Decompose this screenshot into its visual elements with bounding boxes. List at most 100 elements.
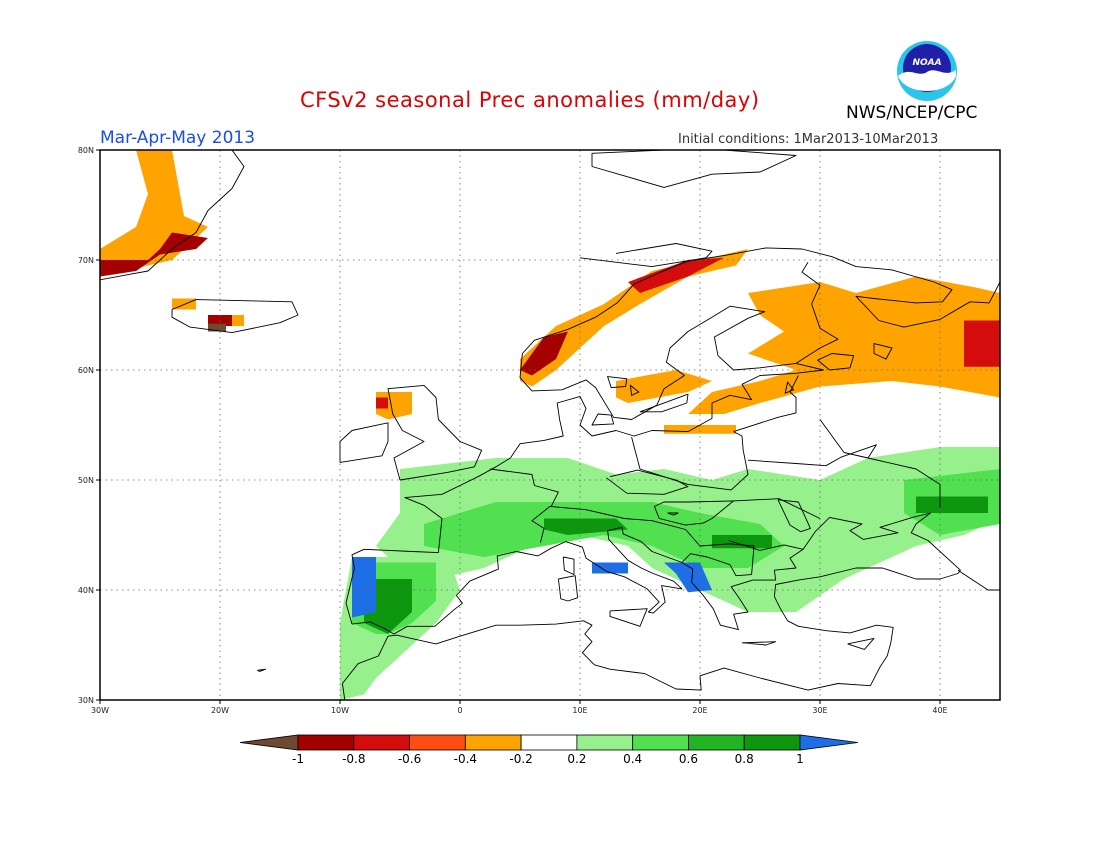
lon-tick-label: 0 — [457, 706, 462, 715]
coastline-9 — [609, 608, 648, 627]
colorbar-segment — [297, 734, 355, 751]
lat-tick-label: 70N — [78, 256, 94, 265]
lake-5 — [667, 512, 679, 516]
anomaly-region-16 — [424, 502, 784, 568]
coastline-25 — [653, 500, 735, 526]
coastline-11 — [847, 637, 875, 650]
coastline-29 — [681, 553, 752, 577]
anomaly-region-25 — [592, 562, 628, 574]
colorbar-segment — [688, 734, 745, 751]
coastline-2 — [171, 299, 299, 334]
coastline-5 — [351, 512, 961, 657]
coastline-3 — [100, 150, 245, 281]
coastline-7 — [557, 575, 579, 602]
anomaly-region-1 — [100, 232, 208, 277]
colorbar-segment — [409, 734, 466, 751]
lon-tick-label: 10E — [572, 706, 587, 715]
lat-tick-label: 40N — [78, 586, 94, 595]
lon-tick-label: 40E — [932, 706, 947, 715]
anomaly-region-5 — [208, 323, 226, 332]
colorbar-label: -0.8 — [342, 752, 365, 766]
coastline-6 — [341, 620, 888, 700]
colorbar-label: -0.4 — [454, 752, 477, 766]
colorbar-label: 1 — [796, 752, 804, 766]
coastline-10 — [741, 641, 777, 646]
anomaly-shading — [100, 150, 1000, 700]
coastline-30 — [728, 540, 804, 551]
coastline-20 — [631, 431, 749, 491]
coastline-17 — [639, 393, 689, 413]
lon-tick-label: 30W — [91, 706, 109, 715]
anomaly-region-19 — [544, 518, 628, 535]
colorbar-segment — [743, 734, 801, 751]
logo-text: NOAA — [912, 58, 941, 68]
colorbar-label: -1 — [292, 752, 304, 766]
lon-tick-label: 30E — [812, 706, 827, 715]
coastline-13 — [591, 150, 797, 188]
map-gridlines — [100, 150, 1000, 700]
colorbar-label: 0.6 — [679, 752, 698, 766]
anomaly-region-14 — [964, 320, 1000, 367]
coastline-8 — [562, 556, 575, 576]
lake-3 — [629, 384, 640, 396]
lake-0 — [816, 353, 855, 371]
lon-tick-label: 10W — [331, 706, 349, 715]
coastline-27 — [795, 261, 839, 364]
anomaly-region-9 — [520, 331, 568, 376]
colorbar-segment — [632, 734, 689, 751]
colorbar-arrow-low — [239, 734, 299, 751]
initial-conditions-label: Initial conditions: 1Mar2013-10Mar2013 — [678, 132, 939, 147]
chart-title: CFSv2 seasonal Prec anomalies (mm/day) — [300, 88, 760, 112]
coastline-15 — [257, 668, 267, 672]
lat-tick-label: 30N — [78, 696, 94, 705]
coastline-23 — [777, 499, 811, 533]
anomaly-region-11 — [616, 370, 712, 403]
coastline-18 — [531, 505, 755, 575]
colorbar-label: -0.2 — [509, 752, 532, 766]
colorbar-segment — [464, 734, 522, 751]
agency-label: NWS/NCEP/CPC — [846, 103, 978, 123]
coastlines — [100, 150, 1000, 700]
colorbar: -1 -0.8 -0.6 -0.4 -0.2 0.2 0.4 0.6 0.8 1 — [239, 734, 859, 766]
lake-1 — [873, 343, 893, 360]
map-frame — [99, 149, 1001, 701]
lake-4 — [784, 381, 795, 394]
anomaly-region-13 — [688, 276, 1000, 414]
coastline-4 — [345, 247, 1000, 625]
anomaly-region-0 — [100, 150, 208, 271]
colorbar-label: -0.6 — [398, 752, 421, 766]
coastline-0 — [387, 384, 483, 481]
noaa-logo-icon: NOAA — [896, 40, 958, 102]
anomaly-region-7 — [376, 397, 388, 409]
lat-tick-label: 60N — [78, 366, 94, 375]
coastline-21 — [733, 375, 799, 433]
lat-tick-label: 50N — [78, 476, 94, 485]
colorbar-label: 0.2 — [567, 752, 586, 766]
lon-tick-label: 20E — [692, 706, 707, 715]
coastline-24 — [733, 498, 821, 519]
colorbar-segment — [576, 734, 634, 751]
season-label: Mar-Apr-May 2013 — [100, 128, 256, 148]
anomaly-region-24 — [352, 557, 376, 618]
coastline-28 — [747, 444, 877, 467]
anomaly-region-8 — [520, 249, 748, 387]
colorbar-label: 0.4 — [623, 752, 642, 766]
lake-2 — [606, 376, 628, 389]
coastline-26 — [606, 469, 689, 495]
colorbar-segment — [353, 734, 410, 751]
coastline-19 — [489, 468, 559, 507]
colorbar-arrow-high — [799, 734, 859, 751]
coastline-1 — [339, 422, 389, 463]
colorbar-label: 0.8 — [735, 752, 754, 766]
coastline-22 — [819, 419, 941, 508]
coastline-12 — [579, 243, 713, 268]
lat-tick-label: 80N — [78, 146, 94, 155]
colorbar-segment — [520, 734, 578, 751]
lon-tick-label: 20W — [211, 706, 229, 715]
coastline-14 — [957, 569, 1000, 591]
anomaly-region-20 — [712, 535, 772, 549]
anomaly-region-18 — [916, 496, 988, 513]
coastline-16 — [591, 413, 615, 426]
